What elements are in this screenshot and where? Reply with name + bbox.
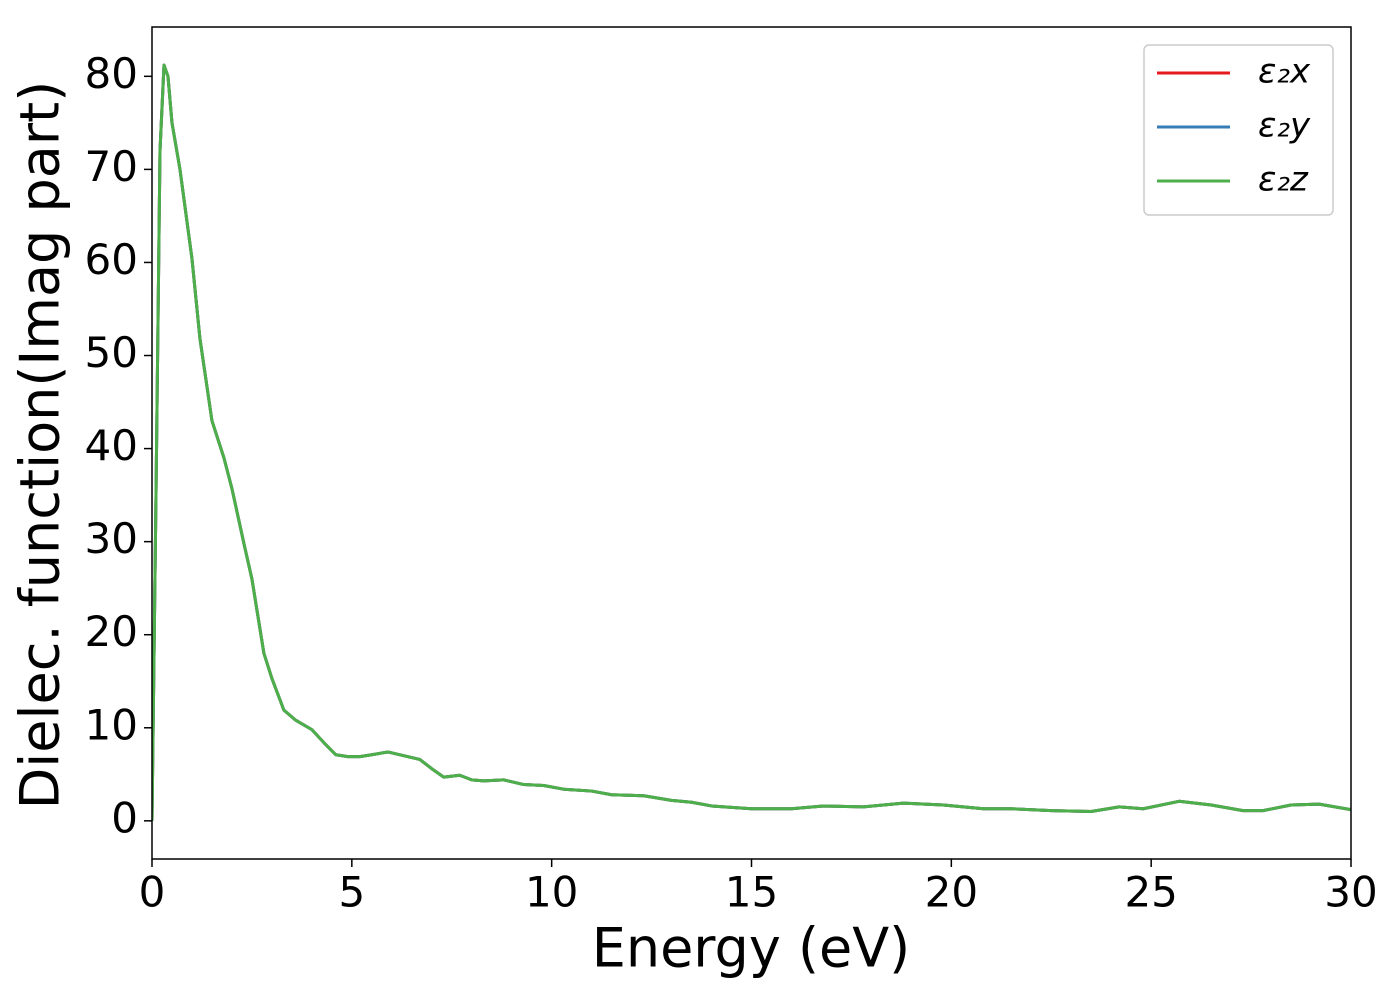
y-tick-label: 0 xyxy=(111,793,138,842)
x-tick-label: 5 xyxy=(338,868,365,917)
y-tick-label: 40 xyxy=(85,421,138,470)
legend-box xyxy=(1143,44,1334,216)
y-tick-label: 20 xyxy=(85,607,138,656)
legend-label: ε₂y xyxy=(1258,106,1311,146)
y-tick-label: 60 xyxy=(85,235,138,284)
x-axis-label: Energy (eV) xyxy=(592,917,911,980)
y-tick-label: 80 xyxy=(85,49,138,98)
y-tick-label: 10 xyxy=(85,700,138,749)
x-tick-label: 0 xyxy=(139,868,166,917)
x-tick-label: 20 xyxy=(925,868,978,917)
y-tick-label: 50 xyxy=(85,328,138,377)
x-tick-label: 10 xyxy=(525,868,578,917)
x-tick-label: 30 xyxy=(1324,868,1377,917)
plot-frame xyxy=(151,26,1352,860)
y-tick-label: 30 xyxy=(85,514,138,563)
y-tick-label: 70 xyxy=(85,142,138,191)
x-tick-label: 15 xyxy=(725,868,778,917)
legend-label: ε₂x xyxy=(1258,52,1311,92)
legend-label: ε₂z xyxy=(1258,160,1309,200)
y-axis-label: Dielec. function(Imag part) xyxy=(9,81,72,810)
data-line xyxy=(152,63,1351,821)
x-tick-label: 25 xyxy=(1124,868,1177,917)
